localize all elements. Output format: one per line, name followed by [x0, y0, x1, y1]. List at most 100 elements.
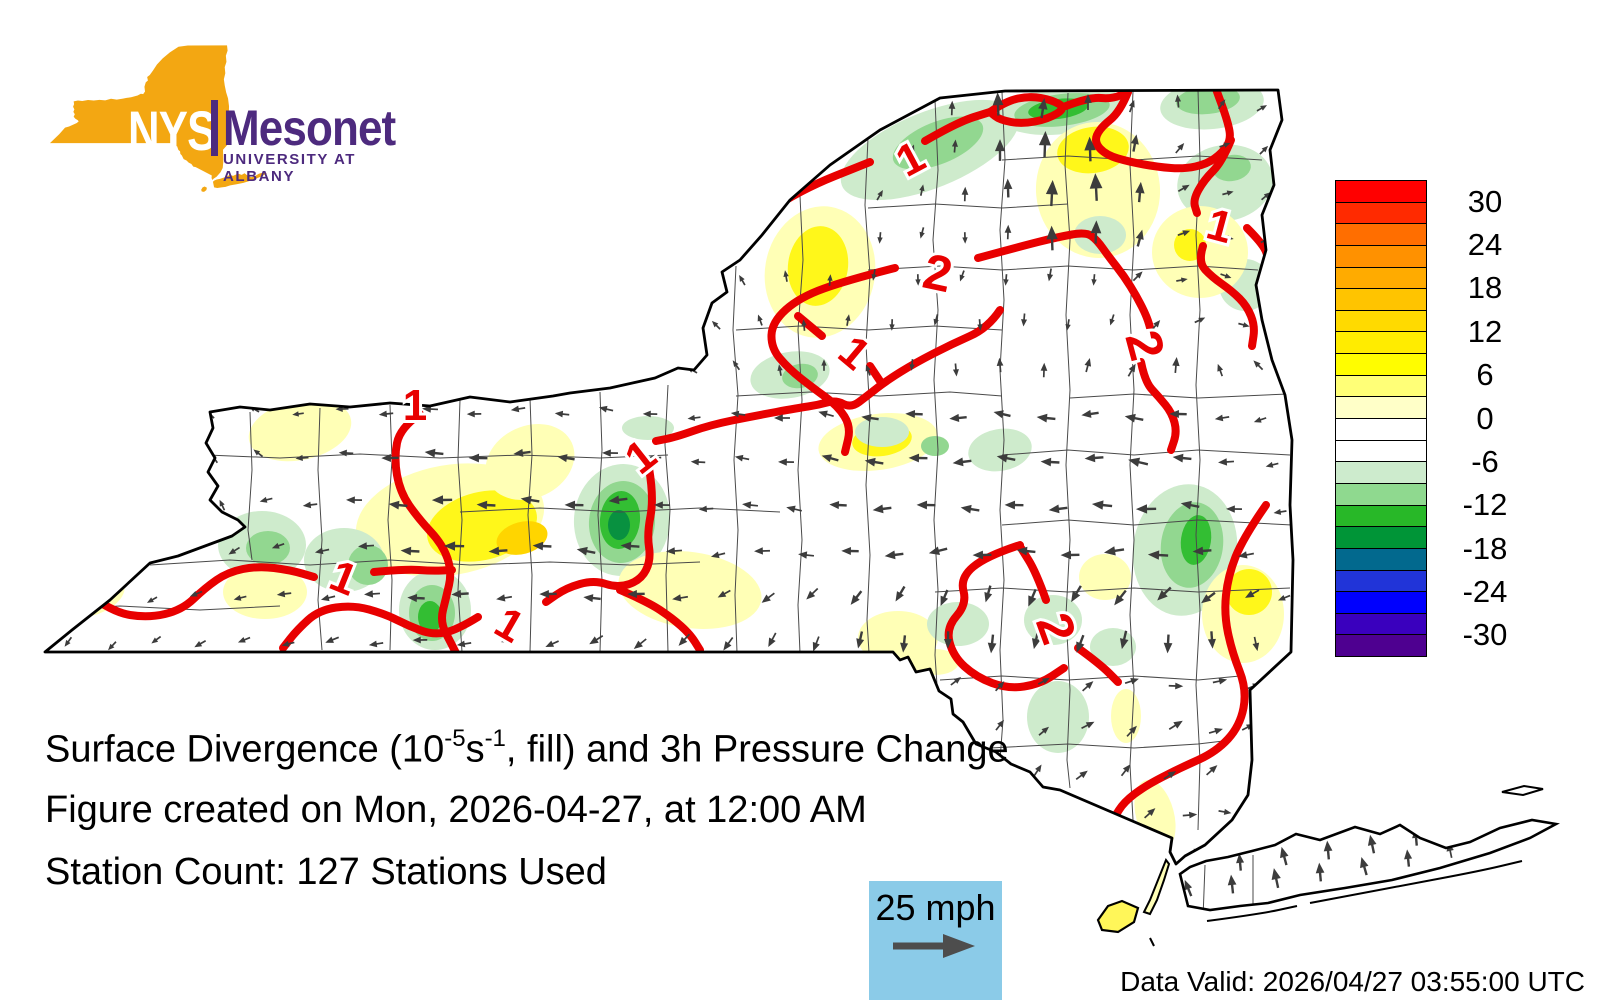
pressure-contour — [1110, 501, 1270, 822]
wind-arrow-shaft — [693, 416, 701, 419]
wind-arrow-head — [711, 320, 719, 328]
wind-arrow-head — [598, 405, 608, 413]
wind-arrow-shaft — [679, 595, 689, 599]
colorbar-label: -12 — [1462, 487, 1508, 523]
wind-arrow-shaft — [107, 591, 113, 597]
wind-arrow-head — [909, 364, 915, 371]
wind-arrow-head — [856, 638, 865, 649]
colorbar-segment — [1336, 526, 1426, 548]
logo-divider-bar — [211, 100, 218, 156]
wind-arrow-head — [991, 770, 999, 778]
county-boundary — [1001, 449, 1291, 456]
wind-arrow-shaft — [715, 324, 721, 330]
county-boundary — [149, 559, 701, 566]
barrier-island-line — [1309, 860, 1523, 904]
pressure-contour — [794, 312, 826, 340]
wind-arrow-head — [1245, 590, 1255, 598]
wind-arrow-head — [608, 495, 620, 505]
wind-arrow-shaft — [371, 592, 381, 595]
wind-arrow-head — [732, 360, 739, 368]
wind-arrow-head — [642, 410, 651, 418]
wind-arrow-head — [320, 594, 330, 602]
wind-arrow-head — [407, 594, 418, 603]
wind-arrow-head — [1223, 808, 1232, 815]
wind-arrow-shaft — [1038, 730, 1045, 736]
county-boundary — [867, 265, 1259, 271]
wind-arrow-head — [1128, 457, 1141, 467]
county-boundary — [999, 91, 1006, 761]
wind-arrow-head — [1173, 720, 1183, 729]
wind-arrow-shaft — [331, 636, 340, 641]
wind-arrow-shaft — [829, 456, 839, 462]
wind-arrow-shaft — [1230, 883, 1235, 894]
wind-arrow-head — [730, 410, 740, 418]
wind-arrow-shaft — [397, 503, 408, 508]
wind-arrow-head — [1119, 638, 1129, 650]
wind-arrow-head — [1226, 505, 1235, 513]
wind-arrow-shaft — [1085, 364, 1089, 373]
wind-arrow-head — [895, 591, 904, 602]
wind-arrow-shaft — [953, 145, 956, 153]
county-boundary — [1064, 92, 1071, 789]
wind-arrow-head — [948, 100, 956, 109]
wind-arrow-shaft — [879, 232, 882, 239]
wind-arrow-shaft — [1318, 871, 1323, 882]
wind-arrow-head — [1156, 841, 1164, 851]
wind-arrow-shaft — [67, 636, 73, 643]
wind-arrow-head — [997, 681, 1005, 689]
county-boundary — [989, 739, 1233, 749]
county-boundary — [206, 453, 669, 459]
wind-arrow-head — [1454, 822, 1462, 832]
wind-arrow-head — [959, 274, 965, 282]
wind-arrow-head — [698, 505, 707, 513]
wind-arrow-shaft — [1025, 549, 1036, 554]
wind-arrow-head — [1273, 325, 1281, 333]
wind-arrow-shaft — [911, 359, 914, 366]
wind-arrow-shaft — [1159, 907, 1162, 915]
wind-arrow-head — [1114, 594, 1125, 606]
wind-arrow-shaft — [858, 631, 864, 641]
wind-arrow-head — [646, 454, 655, 462]
wind-arrow-head — [1076, 641, 1085, 653]
wind-arrow-head — [292, 411, 299, 417]
wind-arrow-head — [1273, 508, 1282, 515]
wind-arrow-head — [253, 449, 261, 456]
wind-arrow-head — [451, 589, 462, 598]
wind-arrow-head — [314, 547, 324, 555]
colorbar-label: -30 — [1462, 617, 1508, 653]
wind-arrow-head — [431, 495, 444, 505]
colorbar-segment — [1336, 201, 1426, 224]
wind-arrow-shaft — [881, 506, 892, 511]
logo-shape-path — [201, 186, 207, 192]
wind-arrow-shaft — [961, 459, 972, 464]
divergence-blob — [485, 424, 575, 500]
wind-arrow-head — [1003, 178, 1013, 190]
county-boundary — [735, 391, 1003, 397]
wind-arrow-shaft — [1081, 724, 1089, 730]
wind-arrow-shaft — [585, 549, 596, 554]
wind-arrow-shaft — [735, 364, 741, 371]
wind-arrow-shaft — [1093, 456, 1104, 460]
wind-arrow-shaft — [1414, 836, 1418, 846]
wind-arrow-head — [666, 547, 676, 555]
wind-arrow-shaft — [1126, 730, 1133, 737]
wind-arrow-head — [916, 500, 928, 510]
wind-arrow-shaft — [1274, 877, 1280, 889]
wind-arrow-head — [233, 594, 242, 601]
wind-arrow-head — [742, 501, 752, 509]
wind-arrow-head — [908, 453, 920, 463]
wind-arrow-head — [654, 501, 663, 509]
wind-arrow-head — [1184, 879, 1193, 891]
colorbar-segment — [1336, 634, 1426, 657]
wind-arrow-shaft — [1362, 865, 1368, 876]
divergence-blob — [1111, 689, 1141, 743]
figure-title: Surface Divergence (10-5s-1, fill) and 3… — [45, 725, 1009, 772]
wind-arrow-shaft — [1030, 588, 1037, 599]
wind-arrow-shaft — [375, 642, 384, 645]
wind-arrow-head — [520, 495, 532, 505]
wind-arrow-shaft — [1163, 586, 1172, 595]
wind-arrow-head — [468, 453, 480, 463]
colorbar-segment — [1336, 244, 1426, 267]
wind-arrow-head — [1157, 590, 1168, 601]
wind-arrow-shaft — [591, 596, 601, 601]
